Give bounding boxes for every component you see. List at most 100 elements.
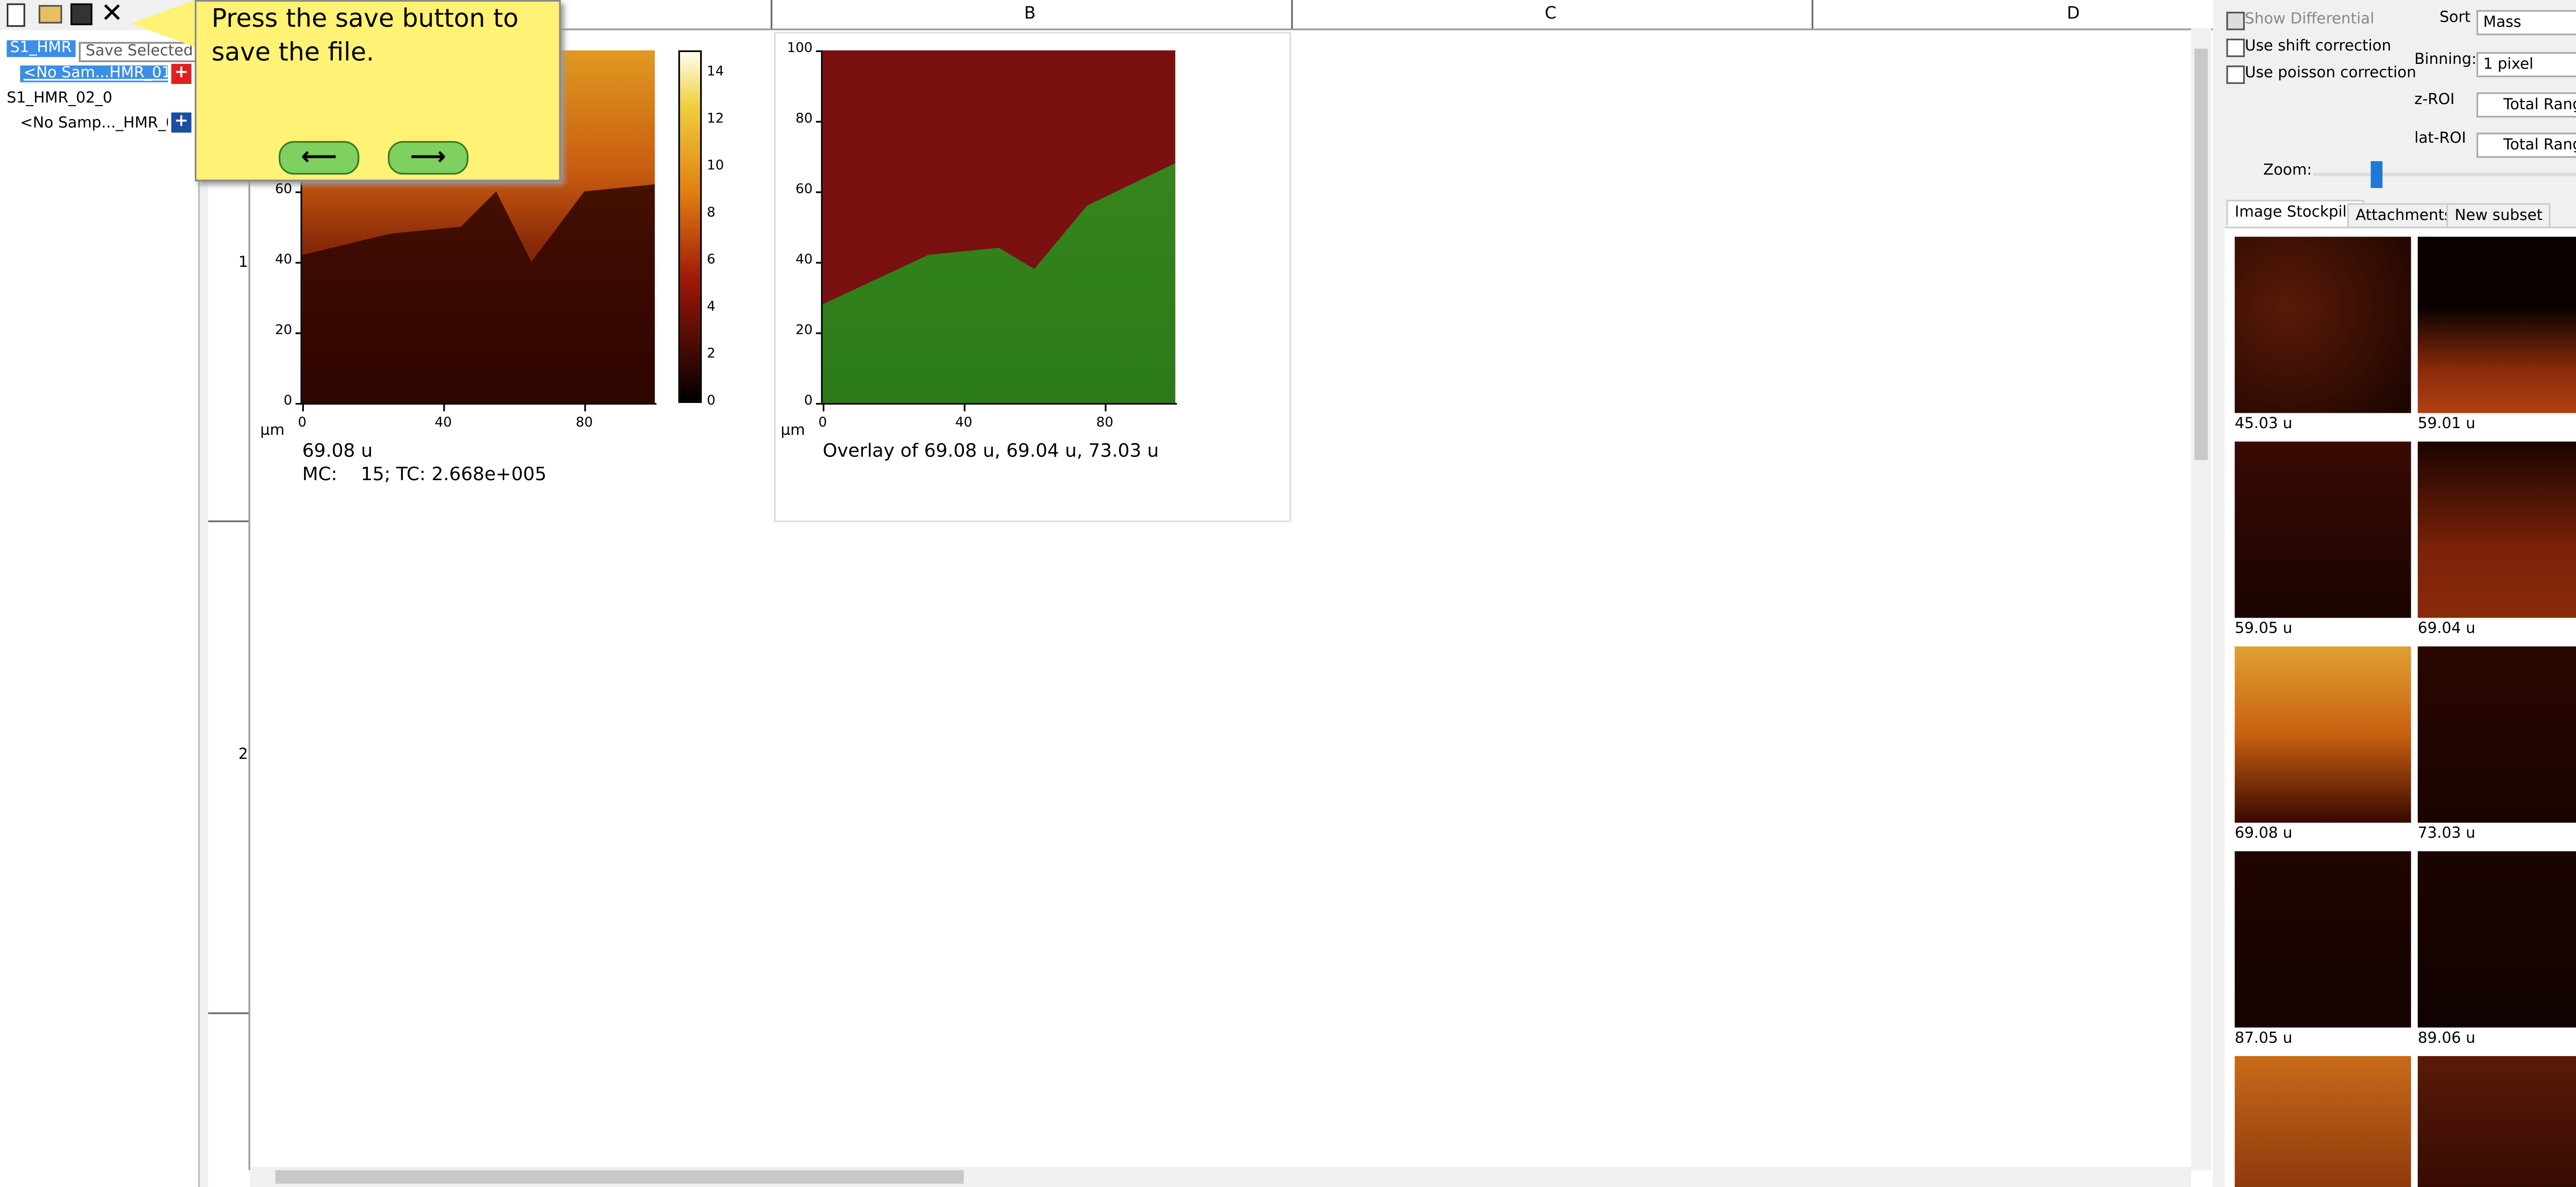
y-tick bbox=[296, 332, 302, 334]
tree-item[interactable]: S1_HMR_02_0 bbox=[7, 91, 112, 108]
thumbnail-label: 87.05 u bbox=[2235, 1031, 2293, 1048]
overlay-image bbox=[823, 50, 1175, 403]
thumbnail-label: 45.03 u bbox=[2235, 416, 2293, 433]
save-button[interactable] bbox=[71, 4, 92, 25]
tutorial-callout: Press the save button to save the file. … bbox=[195, 0, 561, 181]
open-button[interactable] bbox=[39, 5, 62, 24]
x-tick bbox=[302, 404, 304, 411]
label: Sort bbox=[2439, 10, 2470, 27]
y-tick bbox=[296, 262, 302, 263]
colorbar-label: 8 bbox=[707, 205, 716, 220]
close-button[interactable]: ✕ bbox=[101, 0, 124, 28]
checkbox-label: Use poisson correction bbox=[2245, 65, 2416, 82]
thumbnail[interactable] bbox=[2235, 237, 2411, 413]
column-label: C bbox=[1545, 5, 1556, 24]
next-button[interactable]: ⟶ bbox=[388, 141, 468, 175]
column-label: D bbox=[2067, 5, 2080, 24]
y-tick bbox=[816, 403, 823, 404]
x-tick bbox=[964, 404, 965, 411]
thumbnail-label: 69.04 u bbox=[2418, 621, 2476, 638]
tab[interactable]: Image Stockpile bbox=[2226, 200, 2364, 227]
x-tick bbox=[1105, 404, 1106, 411]
checkbox-label: Use shift correction bbox=[2245, 39, 2391, 56]
row-header-border bbox=[248, 28, 250, 1170]
thumbnail-label: 73.03 u bbox=[2418, 826, 2476, 843]
callout-arrow bbox=[131, 0, 195, 47]
thumbnail-label: 89.06 u bbox=[2418, 1031, 2476, 1048]
thumbnail[interactable] bbox=[2418, 851, 2576, 1027]
y-tick-label: 60 bbox=[772, 181, 812, 196]
colorbar-label: 6 bbox=[707, 252, 716, 267]
row-label: 2 bbox=[239, 747, 248, 764]
y-tick bbox=[816, 192, 823, 193]
thumbnail[interactable] bbox=[2235, 1056, 2411, 1187]
y-tick bbox=[296, 403, 302, 404]
add-button[interactable]: + bbox=[171, 112, 191, 132]
row-sep bbox=[208, 520, 248, 522]
x-tick-label: 40 bbox=[427, 415, 460, 430]
thumbnail[interactable] bbox=[2235, 442, 2411, 618]
x-tick-label: 80 bbox=[1088, 415, 1122, 430]
colorbar-label: 0 bbox=[707, 393, 716, 408]
image-caption: 69.08 u bbox=[302, 440, 373, 462]
thumbnail[interactable] bbox=[2418, 237, 2576, 413]
thumbnail[interactable] bbox=[2235, 851, 2411, 1027]
row-sep bbox=[208, 1012, 248, 1014]
tree-item[interactable]: S1_HMR bbox=[7, 40, 75, 57]
h-scrollbar[interactable] bbox=[250, 1167, 2191, 1187]
dropdown[interactable]: Total Range bbox=[2477, 132, 2576, 158]
dropdown[interactable]: 1 pixel bbox=[2477, 52, 2576, 77]
axis-unit: µm bbox=[781, 423, 805, 440]
thumbnail-label: 59.01 u bbox=[2418, 416, 2476, 433]
x-tick-label: 0 bbox=[285, 415, 319, 430]
thumbnail[interactable] bbox=[2418, 442, 2576, 618]
back-button[interactable]: ⟵ bbox=[279, 141, 359, 175]
column-label: B bbox=[1024, 5, 1036, 24]
checkbox-label: Show Differential bbox=[2245, 12, 2374, 29]
thumbnail-label: 59.05 u bbox=[2235, 621, 2293, 638]
zoom-slider[interactable] bbox=[2314, 173, 2576, 177]
colorbar-label: 4 bbox=[707, 299, 716, 314]
image-info: MC: 15; TC: 2.668e+005 bbox=[302, 463, 547, 485]
colorbar-label: 2 bbox=[707, 346, 716, 361]
y-tick bbox=[816, 50, 823, 52]
y-tick-label: 100 bbox=[772, 40, 812, 55]
x-tick bbox=[823, 404, 824, 411]
thumbnail[interactable] bbox=[2418, 1056, 2576, 1187]
col-sep bbox=[1291, 0, 1293, 28]
thumbnail[interactable] bbox=[2418, 647, 2576, 823]
thumbnail-label: 69.08 u bbox=[2235, 826, 2293, 843]
colorbar-label: 10 bbox=[707, 158, 724, 173]
y-tick bbox=[816, 121, 823, 123]
tab[interactable]: Attachments bbox=[2347, 203, 2461, 230]
app-window: ✕ Save Selected S1_HMR <No Sam...HMR_01 … bbox=[0, 0, 2576, 1187]
y-tick bbox=[296, 192, 302, 193]
add-button[interactable]: + bbox=[171, 64, 191, 84]
tree-item[interactable]: <No Samp..._HMR_02 bbox=[20, 116, 168, 133]
label: Zoom: bbox=[2263, 163, 2312, 180]
x-tick-label: 0 bbox=[806, 415, 839, 430]
x-tick-label: 80 bbox=[568, 415, 601, 430]
y-tick-label: 80 bbox=[772, 111, 812, 126]
y-tick bbox=[816, 332, 823, 334]
y-tick-label: 20 bbox=[772, 323, 812, 337]
row-label: 1 bbox=[239, 255, 248, 272]
new-button[interactable] bbox=[7, 4, 25, 27]
dropdown[interactable]: Mass bbox=[2477, 10, 2576, 36]
v-scrollbar[interactable] bbox=[2191, 28, 2211, 1170]
y-tick-label: 20 bbox=[252, 323, 292, 337]
y-tick-label: 0 bbox=[772, 393, 812, 408]
label: Binning: bbox=[2414, 52, 2477, 69]
tab[interactable]: New subset bbox=[2446, 203, 2551, 230]
dropdown[interactable]: Total Range bbox=[2477, 92, 2576, 117]
colorbar bbox=[679, 50, 702, 403]
image-caption: Overlay of 69.08 u, 69.04 u, 73.03 u bbox=[823, 440, 1159, 462]
tree-item[interactable]: <No Sam...HMR_01 bbox=[20, 65, 168, 82]
label: lat-ROI bbox=[2414, 131, 2466, 148]
x-tick bbox=[584, 404, 586, 411]
thumbnail[interactable] bbox=[2235, 647, 2411, 823]
tree-pane bbox=[0, 30, 200, 1187]
y-tick bbox=[816, 262, 823, 263]
label: z-ROI bbox=[2414, 92, 2454, 109]
col-sep bbox=[771, 0, 772, 28]
